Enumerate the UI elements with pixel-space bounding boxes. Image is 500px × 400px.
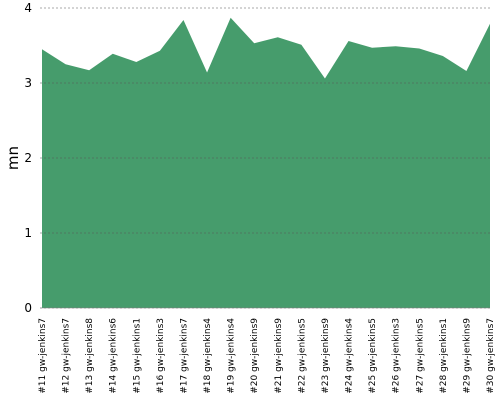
y-axis-label: mn (4, 146, 22, 170)
x-tick-label: #12 gw-jenkins7 (62, 318, 72, 394)
x-tick-label: #30 gw-jenkins7 (486, 318, 496, 394)
x-tick-label: #20 gw-jenkins9 (250, 318, 260, 394)
x-tick-label: #25 gw-jenkins5 (368, 318, 378, 394)
y-tick-label: 0 (24, 301, 32, 315)
x-tick-label: #16 gw-jenkins3 (156, 318, 166, 394)
y-tick-label: 3 (24, 76, 32, 90)
area (42, 17, 490, 308)
y-tick-label: 2 (24, 151, 32, 165)
x-tick-label: #22 gw-jenkins5 (297, 318, 307, 394)
x-tick-label: #28 gw-jenkins1 (439, 318, 449, 394)
x-tick-label: #29 gw-jenkins9 (462, 318, 472, 394)
x-tick-label: #27 gw-jenkins5 (415, 318, 425, 394)
x-tick-label: #18 gw-jenkins4 (203, 318, 213, 394)
x-tick-label: #24 gw-jenkins4 (345, 318, 355, 394)
x-tick-label: #19 gw-jenkins4 (227, 318, 237, 394)
y-tick-label: 4 (24, 1, 32, 15)
x-tick-label: #21 gw-jenkins9 (274, 318, 284, 394)
x-tick-label: #11 gw-jenkins7 (38, 318, 48, 394)
y-tick-label: 1 (24, 226, 32, 240)
x-tick-label: #13 gw-jenkins8 (85, 318, 95, 394)
x-tick-label: #17 gw-jenkins7 (179, 318, 189, 394)
x-tick-label: #26 gw-jenkins3 (392, 318, 402, 394)
x-tick-label: #15 gw-jenkins1 (132, 318, 142, 394)
x-tick-label: #14 gw-jenkins6 (109, 318, 119, 394)
x-tick-label: #23 gw-jenkins9 (321, 318, 331, 394)
